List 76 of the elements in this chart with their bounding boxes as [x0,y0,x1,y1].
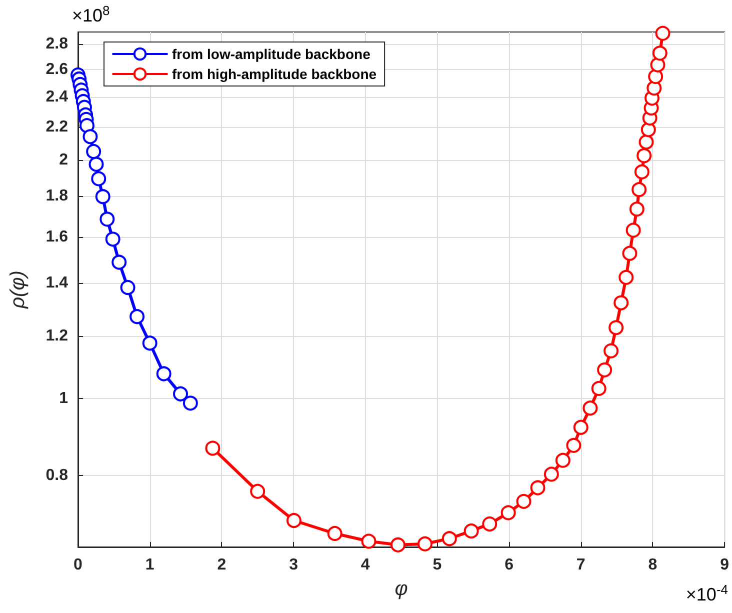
y-tick-label: 1.6 [46,228,68,246]
x-tick-label: 8 [648,556,658,574]
point [640,122,656,138]
point [95,189,110,204]
x-tick-label: 7 [576,556,586,574]
y-tick-label: 2.2 [46,118,68,136]
point [100,212,115,227]
x-tick-label: 9 [720,556,730,574]
y-tick-label: 1.4 [46,274,68,292]
x-tick-label: 2 [217,556,226,574]
y-tick-label: 2 [59,151,68,168]
point [614,295,629,310]
point [120,280,136,295]
point [648,69,664,84]
point [417,536,432,552]
point [544,466,559,482]
point [86,144,102,159]
point [555,452,570,468]
point [79,118,94,134]
x-axis-title: φ [394,578,408,600]
x-tick-label: 0 [74,556,83,574]
y-axis-title: ρ(φ) [7,270,29,310]
x-tick-label: 4 [360,556,370,574]
y-tick-label: 0.8 [46,466,68,484]
point [604,343,619,358]
point [112,254,127,270]
point [182,396,198,411]
point [608,320,624,336]
point [361,534,376,549]
point [530,480,546,496]
point [142,336,158,351]
point [622,246,638,261]
y-tick-label: 2.6 [46,61,68,78]
point [618,270,634,285]
legend-label: from high-amplitude backbone [172,66,377,82]
point [286,513,302,528]
legend-label: from low-amplitude backbone [172,46,371,62]
y-tick-label: 1 [59,390,68,408]
point [516,494,532,509]
point [650,57,666,72]
x-tick-label: 3 [289,556,298,574]
point [573,420,588,435]
point [464,523,479,538]
point [88,156,104,172]
point [173,386,188,402]
point [105,232,120,247]
point [566,438,582,453]
y-tick-label: 2.4 [46,88,68,106]
y-tick-label: 1.2 [46,327,68,344]
point [130,309,145,324]
point [482,516,498,532]
y-tick-label: 1.8 [46,188,68,205]
point [632,182,647,198]
x-tick-label: 6 [504,556,514,574]
x-tick-label: 5 [432,556,442,574]
point [442,531,457,546]
point [655,26,670,41]
point [250,484,266,499]
point [82,129,98,144]
point [626,222,641,238]
point [205,440,220,456]
point [500,505,516,520]
point [638,134,654,150]
point [156,366,172,382]
point [629,202,644,217]
point [634,164,650,180]
point [327,526,342,541]
point [652,46,668,61]
point [591,380,606,396]
point [636,148,652,164]
point [91,171,106,186]
point [390,537,406,552]
x-tick-label: 1 [145,556,154,574]
point [582,400,598,416]
y-tick-label: 2.8 [46,36,68,53]
point [597,362,612,378]
